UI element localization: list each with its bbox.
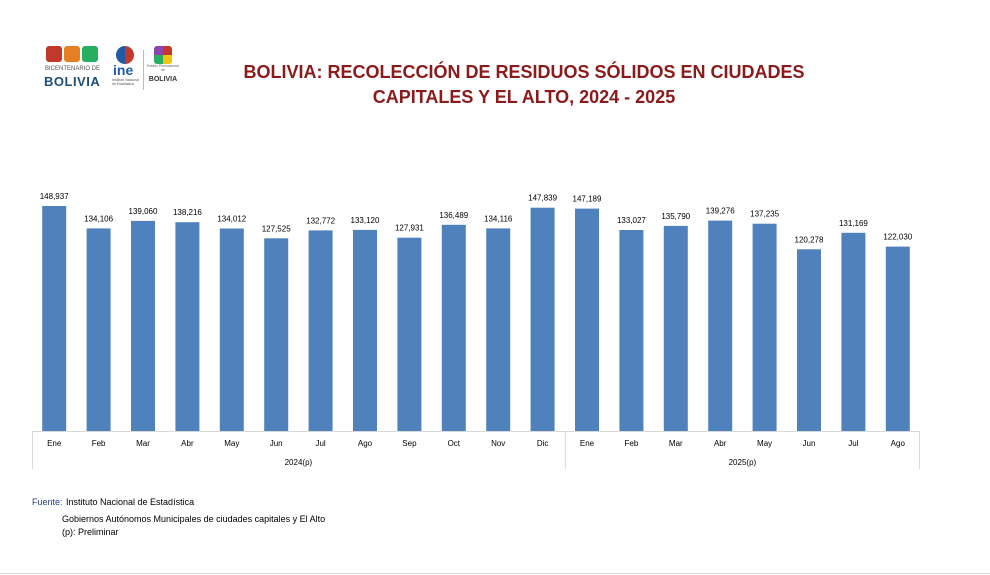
tick-label-2024(p)-Sep: Sep: [402, 439, 417, 448]
tick-label-2024(p)-Mar: Mar: [136, 439, 150, 448]
estado-emblem-icon: [154, 46, 172, 64]
data-label-2024(p)-Ene: 148,937: [40, 192, 69, 201]
data-label-2025(p)-May: 137,235: [750, 210, 779, 219]
data-label-2024(p)-Dic: 147,839: [528, 194, 557, 203]
source-line-2: Gobiernos Autónomos Municipales de ciuda…: [62, 514, 326, 524]
tick-label-2025(p)-Mar: Mar: [669, 439, 683, 448]
tick-label-2024(p)-Dic: Dic: [537, 439, 549, 448]
bar-2024(p)-Jul: [308, 230, 333, 431]
bar-2025(p)-Feb: [619, 230, 644, 431]
bar-2024(p)-Dic: [530, 207, 555, 431]
data-label-2025(p)-Jun: 120,278: [795, 235, 824, 244]
tick-label-2024(p)-Jul: Jul: [315, 439, 325, 448]
tick-label-2025(p)-Ago: Ago: [891, 439, 906, 448]
group-label-2025(p): 2025(p): [729, 458, 757, 467]
data-label-2025(p)-Feb: 133,027: [617, 216, 646, 225]
chart-title-line-2: CAPITALES Y EL ALTO, 2024 - 2025: [372, 87, 676, 107]
bar-2024(p)-Feb: [86, 228, 111, 431]
bar-2025(p)-Ene: [575, 208, 599, 431]
data-label-2024(p)-Nov: 134,116: [484, 214, 513, 223]
tick-label-2025(p)-Abr: Abr: [714, 439, 727, 448]
bar-2024(p)-Mar: [131, 220, 155, 431]
ine-logo-text: ine: [113, 62, 134, 78]
bar-2025(p)-Ago: [885, 246, 910, 431]
data-label-2024(p)-Jul: 132,772: [306, 216, 335, 225]
bar-2025(p)-Jul: [841, 232, 866, 431]
logo-divider: [143, 50, 144, 90]
bar-2025(p)-May: [752, 223, 777, 431]
data-label-2024(p)-Abr: 138,216: [173, 208, 202, 217]
data-label-2025(p)-Ago: 122,030: [883, 233, 912, 242]
ine-logo: ine Instituto Nacional de Estadística: [110, 46, 140, 92]
tick-label-2024(p)-Ago: Ago: [358, 439, 373, 448]
data-label-2024(p)-Oct: 136,489: [439, 211, 468, 220]
bottom-divider: [0, 573, 990, 574]
estado-logo-text: BOLIVIA: [148, 76, 178, 83]
bar-2024(p)-Oct: [441, 224, 466, 431]
bar-2025(p)-Jun: [797, 249, 821, 431]
data-label-2024(p)-May: 134,012: [217, 215, 246, 224]
bicentenario-main-text: BOLIVIA: [44, 74, 101, 89]
tick-label-2024(p)-Oct: Oct: [448, 439, 461, 448]
source-label: Fuente:: [32, 497, 63, 507]
estado-logo: Estado Plurinacional de BOLIVIA: [146, 46, 180, 92]
tick-label-2025(p)-Jun: Jun: [803, 439, 816, 448]
bar-2024(p)-May: [219, 228, 244, 431]
tick-label-2025(p)-Jul: Jul: [848, 439, 858, 448]
tick-label-2024(p)-May: May: [224, 439, 239, 448]
tick-label-2025(p)-May: May: [757, 439, 772, 448]
tick-label-2025(p)-Feb: Feb: [625, 439, 639, 448]
bar-2024(p)-Ene: [42, 206, 67, 431]
tick-label-2024(p)-Jun: Jun: [270, 439, 283, 448]
tick-label-2024(p)-Ene: Ene: [47, 439, 62, 448]
bar-2024(p)-Ago: [353, 229, 377, 431]
estado-logo-subtext: Estado Plurinacional de: [147, 64, 179, 72]
bar-2024(p)-Sep: [397, 237, 422, 431]
bicentenario-emblem-icon: [46, 46, 106, 62]
bar-2024(p)-Nov: [486, 228, 511, 431]
data-label-2024(p)-Jun: 127,525: [262, 224, 291, 233]
data-label-2024(p)-Feb: 134,106: [84, 214, 113, 223]
data-label-2025(p)-Jul: 131,169: [839, 219, 868, 228]
tick-label-2024(p)-Nov: Nov: [491, 439, 505, 448]
chart-title: BOLIVIA: RECOLECCIÓN DE RESIDUOS SÓLIDOS…: [200, 60, 848, 110]
bar-2024(p)-Jun: [264, 238, 289, 431]
tick-label-2024(p)-Feb: Feb: [92, 439, 106, 448]
source-line-1: Instituto Nacional de Estadística: [66, 497, 195, 507]
bicentenario-logo: BICENTENARIO DE BOLIVIA: [44, 46, 106, 92]
bar-2025(p)-Abr: [708, 220, 733, 431]
tick-label-2025(p)-Ene: Ene: [580, 439, 595, 448]
data-label-2025(p)-Abr: 139,276: [706, 207, 735, 216]
header-logos: BICENTENARIO DE BOLIVIA ine Instituto Na…: [40, 46, 180, 92]
bicentenario-top-text: BICENTENARIO DE: [45, 66, 101, 72]
tick-label-2024(p)-Abr: Abr: [181, 439, 194, 448]
source-line-3: (p): Preliminar: [62, 527, 119, 537]
bar-2025(p)-Mar: [663, 225, 688, 431]
data-label-2025(p)-Mar: 135,790: [661, 212, 690, 221]
data-label-2024(p)-Ago: 133,120: [351, 216, 380, 225]
data-label-2024(p)-Mar: 139,060: [129, 207, 158, 216]
data-label-2025(p)-Ene: 147,189: [573, 195, 602, 204]
ine-emblem-icon: [116, 46, 134, 64]
group-label-2024(p): 2024(p): [285, 458, 313, 467]
chart-title-line-1: BOLIVIA: RECOLECCIÓN DE RESIDUOS SÓLIDOS…: [243, 62, 805, 82]
ine-logo-subtext: Instituto Nacional de Estadística: [112, 78, 139, 86]
bar-2024(p)-Abr: [175, 222, 200, 431]
data-label-2024(p)-Sep: 127,931: [395, 224, 424, 233]
